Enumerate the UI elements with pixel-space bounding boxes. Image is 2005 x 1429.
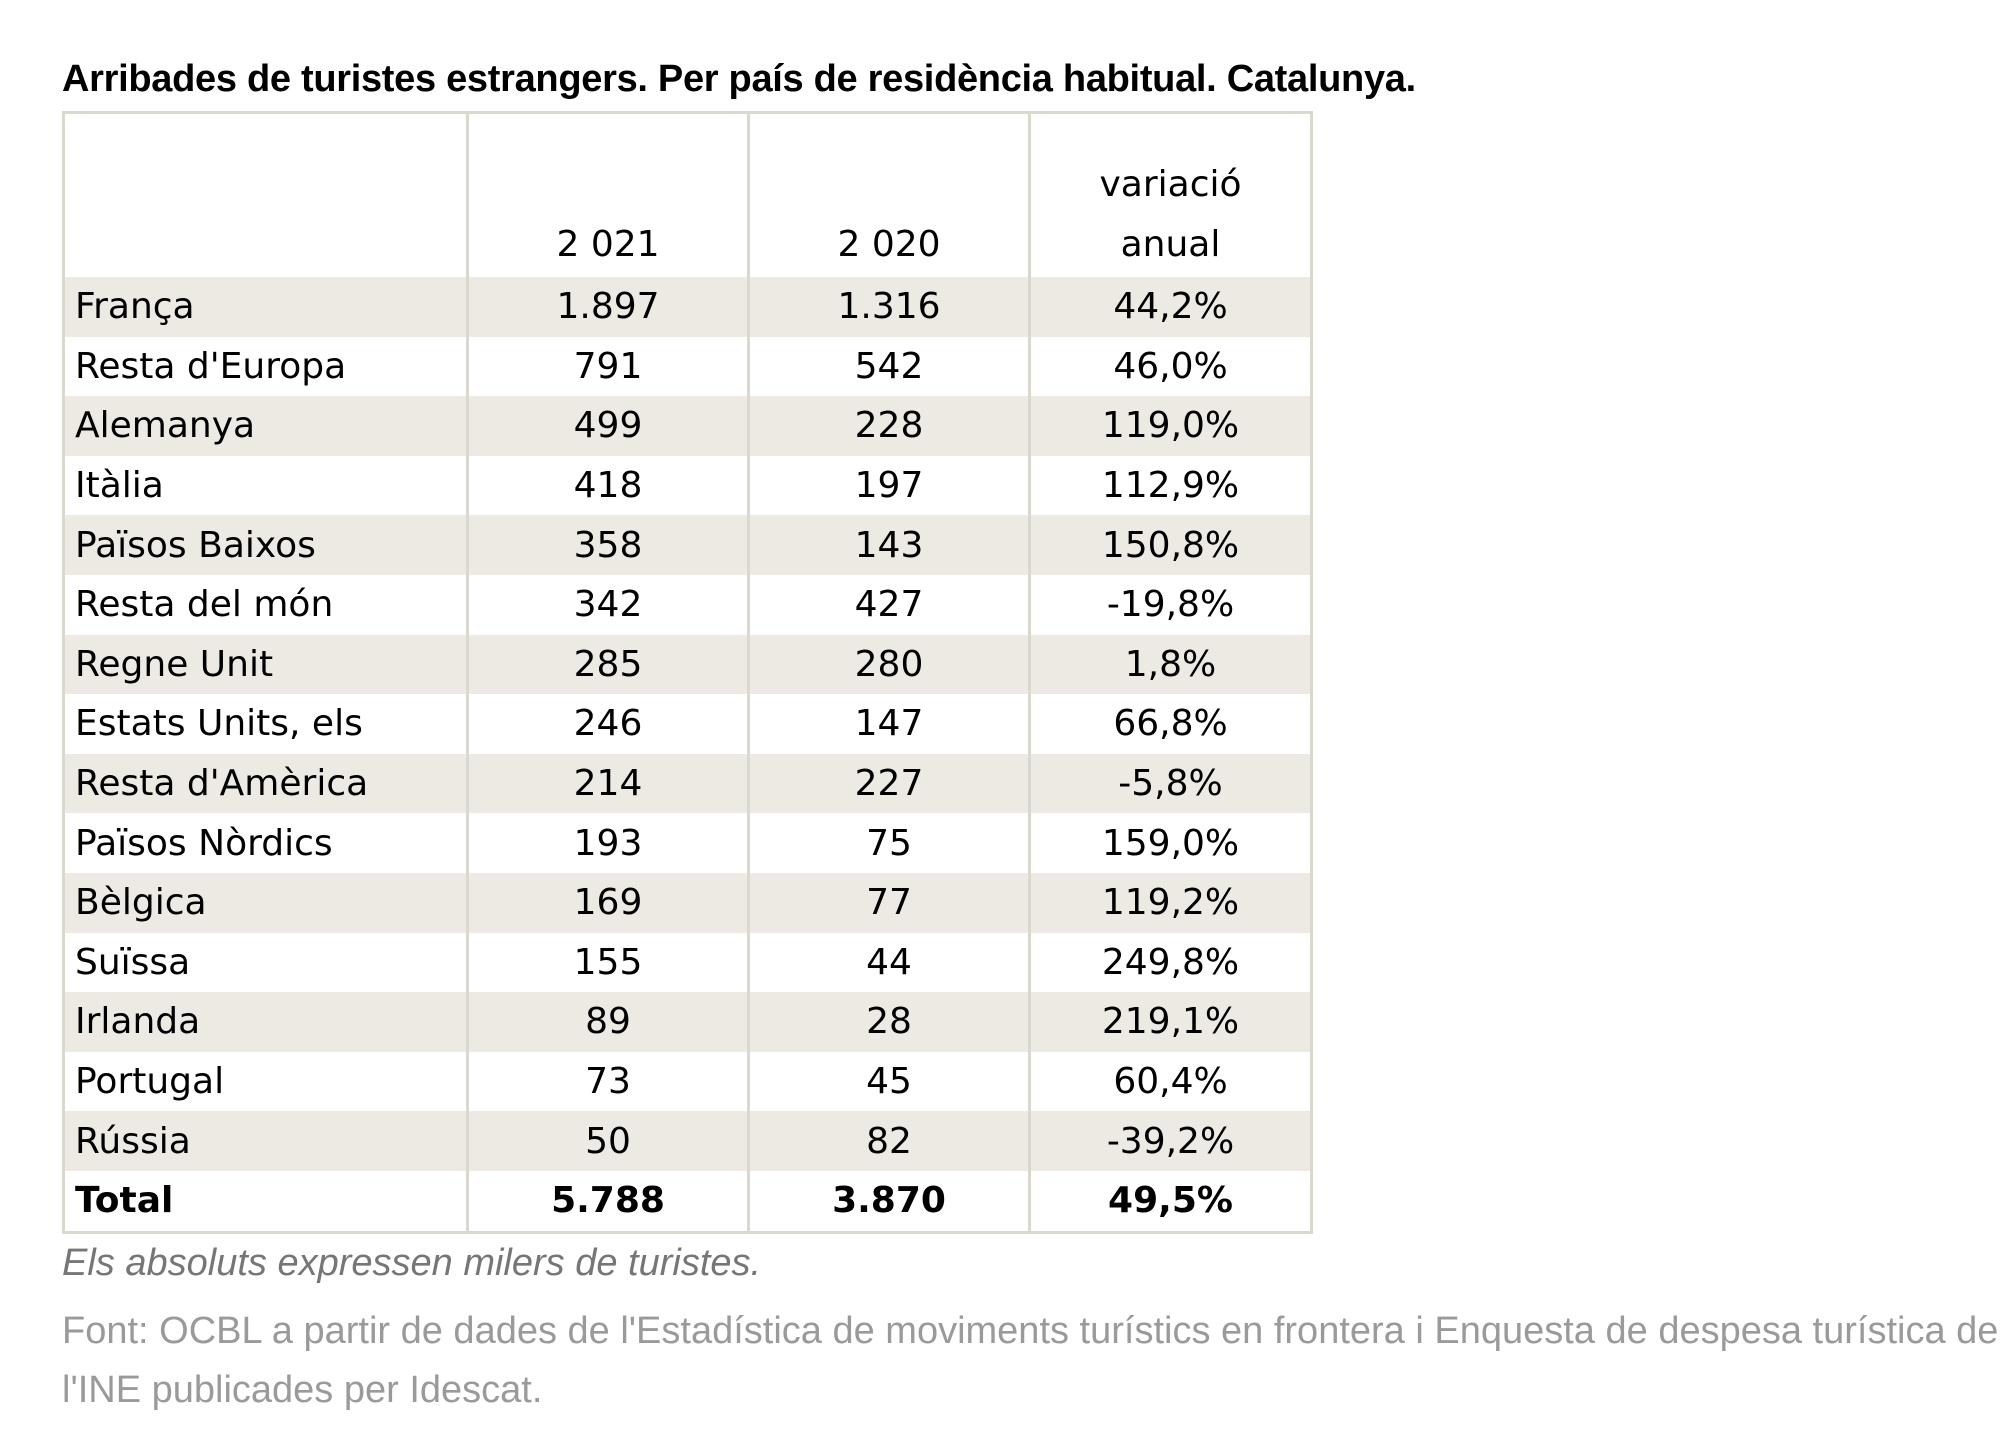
total-2021: 5.788 [466, 1170, 750, 1234]
table-row: Rússia 50 82 -39,2% [62, 1111, 1313, 1171]
value-2021-cell: 499 [466, 396, 750, 456]
value-2021-cell: 214 [466, 753, 750, 814]
header-2020: 2 020 [747, 111, 1031, 277]
value-2021-cell: 358 [466, 515, 750, 575]
table-title: Arribades de turistes estrangers. Per pa… [62, 58, 1416, 100]
table-row: Regne Unit 285 280 1,8% [62, 634, 1313, 695]
units-note: Els absoluts expressen milers de turiste… [62, 1242, 762, 1284]
header-annual-change-line1: variació [1099, 164, 1242, 205]
value-2021-cell: 50 [466, 1111, 750, 1171]
table-row: França 1.897 1.316 44,2% [62, 277, 1313, 337]
value-2020-cell: 427 [747, 574, 1031, 635]
total-label: Total [62, 1170, 469, 1234]
header-country [62, 111, 469, 277]
table-row: Resta d'Amèrica 214 227 -5,8% [62, 753, 1313, 814]
annual-change-cell: -5,8% [1028, 753, 1313, 814]
country-cell: Rússia [62, 1111, 469, 1171]
table-header: 2 021 2 020 variació anual [62, 111, 1313, 277]
header-annual-change: variació anual [1028, 111, 1313, 277]
value-2021-cell: 169 [466, 872, 750, 933]
total-row: Total 5.788 3.870 49,5% [62, 1170, 1313, 1234]
value-2020-cell: 280 [747, 634, 1031, 695]
value-2021-cell: 285 [466, 634, 750, 695]
country-cell: Països Baixos [62, 515, 469, 575]
value-2020-cell: 77 [747, 872, 1031, 933]
value-2020-cell: 44 [747, 932, 1031, 993]
annual-change-cell: 150,8% [1028, 515, 1313, 575]
annual-change-cell: -39,2% [1028, 1111, 1313, 1171]
total-2020: 3.870 [747, 1170, 1031, 1234]
annual-change-cell: 66,8% [1028, 694, 1313, 754]
table-row: Estats Units, els 246 147 66,8% [62, 694, 1313, 754]
annual-change-cell: 46,0% [1028, 336, 1313, 397]
value-2020-cell: 1.316 [747, 277, 1031, 337]
country-cell: Resta del món [62, 574, 469, 635]
header-row: 2 021 2 020 variació anual [62, 111, 1313, 277]
country-cell: Regne Unit [62, 634, 469, 695]
table-row: Portugal 73 45 60,4% [62, 1051, 1313, 1112]
table-row: Països Baixos 358 143 150,8% [62, 515, 1313, 575]
annual-change-cell: 112,9% [1028, 455, 1313, 516]
table-body: França 1.897 1.316 44,2% Resta d'Europa 791 54… [62, 277, 1313, 1171]
value-2020-cell: 197 [747, 455, 1031, 516]
value-2020-cell: 45 [747, 1051, 1031, 1112]
value-2021-cell: 73 [466, 1051, 750, 1112]
annual-change-cell: -19,8% [1028, 574, 1313, 635]
source-note: Font: OCBL a partir de dades de l'Estadí… [62, 1310, 1999, 1411]
value-2021-cell: 155 [466, 932, 750, 993]
annual-change-cell: 119,2% [1028, 872, 1313, 933]
country-cell: Estats Units, els [62, 694, 469, 754]
table-row: Resta d'Europa 791 542 46,0% [62, 336, 1313, 397]
value-2020-cell: 28 [747, 992, 1031, 1052]
header-annual-change-line2: anual [1120, 224, 1221, 265]
country-cell: Resta d'Europa [62, 336, 469, 397]
value-2020-cell: 82 [747, 1111, 1031, 1171]
value-2020-cell: 227 [747, 753, 1031, 814]
country-cell: Resta d'Amèrica [62, 753, 469, 814]
value-2021-cell: 418 [466, 455, 750, 516]
table-row: Irlanda 89 28 219,1% [62, 992, 1313, 1052]
country-cell: França [62, 277, 469, 337]
header-2021: 2 021 [466, 111, 750, 277]
country-cell: Itàlia [62, 455, 469, 516]
table-row: Itàlia 418 197 112,9% [62, 455, 1313, 516]
country-cell: Irlanda [62, 992, 469, 1052]
table-row: Bèlgica 169 77 119,2% [62, 872, 1313, 933]
annual-change-cell: 60,4% [1028, 1051, 1313, 1112]
country-cell: Suïssa [62, 932, 469, 993]
annual-change-cell: 44,2% [1028, 277, 1313, 337]
tourist-arrivals-table: 2 021 2 020 variació anual França 1.897 1.3… [62, 111, 1313, 1234]
table-row: Suïssa 155 44 249,8% [62, 932, 1313, 993]
country-cell: Portugal [62, 1051, 469, 1112]
value-2021-cell: 1.897 [466, 277, 750, 337]
value-2021-cell: 246 [466, 694, 750, 754]
value-2020-cell: 143 [747, 515, 1031, 575]
annual-change-cell: 219,1% [1028, 992, 1313, 1052]
value-2021-cell: 342 [466, 574, 750, 635]
annual-change-cell: 159,0% [1028, 813, 1313, 873]
annual-change-cell: 119,0% [1028, 396, 1313, 456]
value-2021-cell: 791 [466, 336, 750, 397]
table-footer: Total 5.788 3.870 49,5% [62, 1170, 1313, 1234]
country-cell: Països Nòrdics [62, 813, 469, 873]
total-change: 49,5% [1028, 1170, 1313, 1234]
table-row: Països Nòrdics 193 75 159,0% [62, 813, 1313, 873]
country-cell: Bèlgica [62, 872, 469, 933]
value-2021-cell: 89 [466, 992, 750, 1052]
table-row: Resta del món 342 427 -19,8% [62, 574, 1313, 635]
table-row: Alemanya 499 228 119,0% [62, 396, 1313, 456]
country-cell: Alemanya [62, 396, 469, 456]
annual-change-cell: 1,8% [1028, 634, 1313, 695]
value-2020-cell: 228 [747, 396, 1031, 456]
value-2021-cell: 193 [466, 813, 750, 873]
value-2020-cell: 542 [747, 336, 1031, 397]
value-2020-cell: 75 [747, 813, 1031, 873]
value-2020-cell: 147 [747, 694, 1031, 754]
annual-change-cell: 249,8% [1028, 932, 1313, 993]
